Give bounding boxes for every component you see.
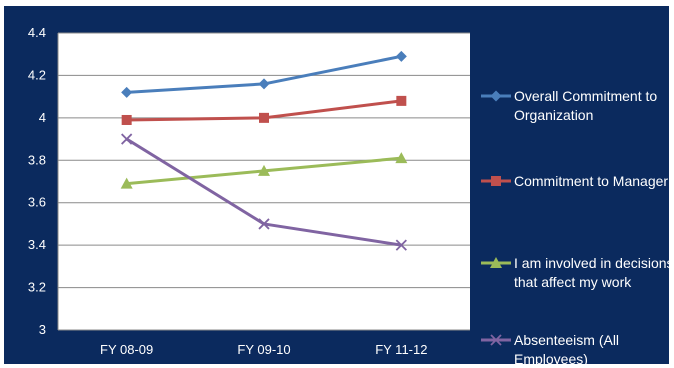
data-point: [121, 114, 132, 125]
line-chart: 33.23.43.63.844.24.4 FY 08-09 FY 09-10 FY …: [28, 25, 669, 364]
series-1: [121, 50, 407, 98]
y-tick-label: 3.4: [28, 237, 46, 252]
legend-marker: [490, 257, 502, 268]
legend-label: Commitment to Manager: [514, 173, 668, 189]
legend-label: Overall Commitment to: [514, 88, 657, 104]
y-tick-label: 4.2: [28, 67, 46, 82]
legend-label: I am involved in decisions: [514, 255, 669, 271]
y-tick-label: 3.8: [28, 152, 46, 167]
data-point: [120, 177, 133, 189]
x-tick-label: FY 09-10: [237, 342, 290, 357]
x-tick-label: FY 11-12: [375, 342, 427, 357]
series-2: [121, 95, 407, 125]
data-point: [258, 218, 270, 230]
y-tick-label: 4: [39, 110, 46, 125]
data-point: [121, 86, 133, 98]
y-tick-label: 3.6: [28, 195, 46, 210]
plot-area: [58, 33, 470, 330]
legend-label: Absenteeism (All: [514, 332, 619, 348]
y-tick-label: 3: [39, 322, 46, 337]
series-3: [120, 152, 408, 189]
legend-item: Absenteeism (All Employees): [481, 332, 619, 364]
data-point: [395, 50, 407, 62]
legend-label: Organization: [514, 107, 593, 123]
data-point: [258, 164, 270, 176]
data-point: [121, 133, 133, 145]
chart-slide: 3 3.2 3.4 3.6 3.8 4 4.2 4.4 FY 08-09 FY 09-10 FY …: [4, 6, 669, 364]
x-tick-label: FY 08-09: [100, 342, 153, 357]
y-tick-label: 4.4: [28, 25, 46, 40]
series-4: [121, 133, 407, 251]
legend-marker: [490, 90, 502, 102]
x-axis-ticks: FY 08-09 FY 09-10 FY 11-12: [100, 342, 427, 357]
legend-label: Employees): [514, 351, 588, 364]
legend-marker: [490, 334, 502, 346]
data-point: [395, 239, 407, 251]
data-point: [259, 112, 269, 123]
legend-item: Overall Commitment to Organization: [481, 88, 657, 123]
legend-item: Commitment to Manager: [481, 173, 668, 189]
data-point: [258, 78, 270, 90]
legend-marker: [491, 176, 501, 186]
data-point: [396, 95, 407, 106]
legend-item: I am involved in decisions that affect my…: [481, 255, 669, 290]
y-axis-ticks: 3 3.2 3.4 3.6 3.8 4 4.2 4.4: [28, 25, 46, 337]
legend-label: that affect my work: [514, 274, 632, 290]
y-tick-label: 3.2: [28, 280, 46, 295]
legend: Overall Commitment to Organization Commitm…: [481, 88, 669, 364]
series-group: [120, 50, 408, 251]
data-point: [395, 152, 408, 164]
